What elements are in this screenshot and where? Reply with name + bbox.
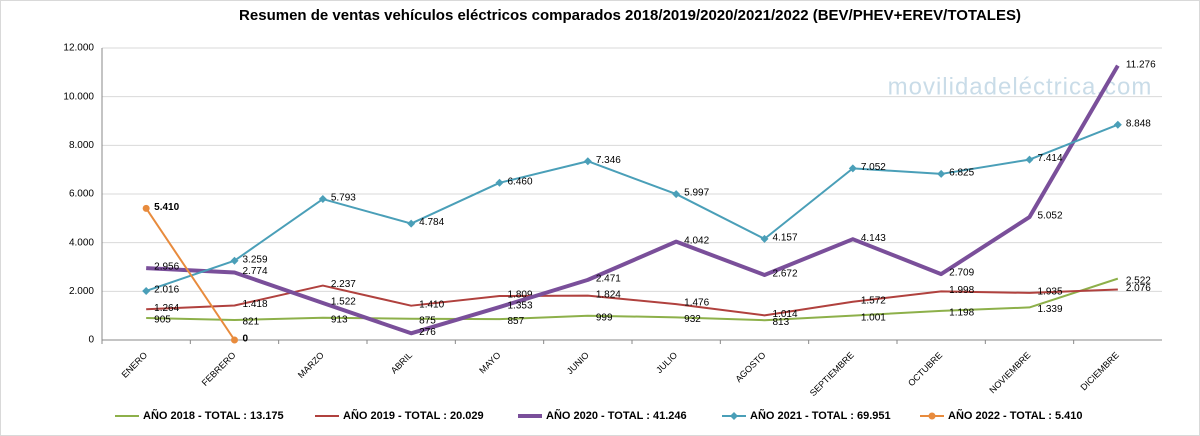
- value-label: 2.672: [773, 269, 798, 280]
- series-line: [145, 207, 236, 341]
- marker: [760, 234, 769, 243]
- value-label: 7.414: [1038, 153, 1063, 164]
- chart-title: Resumen de ventas vehículos eléctricos c…: [239, 7, 1021, 24]
- value-label: 1.824: [596, 289, 621, 300]
- legend-label: AÑO 2020 - TOTAL : 41.246: [546, 409, 687, 422]
- legend-label: AÑO 2019 - TOTAL : 20.029: [343, 409, 484, 422]
- y-tick-label: 10.000: [63, 91, 94, 102]
- value-label: 1.572: [861, 295, 886, 306]
- value-label: 5.793: [331, 193, 356, 204]
- legend-label: AÑO 2021 - TOTAL : 69.951: [750, 409, 891, 422]
- value-label: 8.848: [1126, 118, 1151, 129]
- marker: [142, 204, 150, 212]
- value-label: 1.809: [508, 290, 533, 301]
- value-label: 1.935: [1038, 287, 1063, 298]
- value-label: 5.997: [684, 188, 709, 199]
- legend-label: AÑO 2022 - TOTAL : 5.410: [948, 409, 1083, 422]
- value-label: 6.460: [508, 176, 533, 187]
- value-label: 1.014: [773, 309, 798, 320]
- value-label: 4.784: [419, 217, 444, 228]
- value-label: 905: [154, 315, 171, 326]
- value-label: 932: [684, 314, 701, 325]
- marker: [231, 336, 238, 344]
- value-label: 7.346: [596, 155, 621, 166]
- value-label: 813: [773, 317, 790, 328]
- value-label: 2.237: [331, 279, 356, 290]
- legend-label: AÑO 2018 - TOTAL : 13.175: [143, 409, 284, 422]
- value-label: 4.143: [861, 233, 886, 244]
- value-label: 2.471: [596, 274, 621, 285]
- y-tick-label: 12.000: [63, 43, 94, 54]
- value-label: 4.042: [684, 235, 709, 246]
- series-line: [146, 277, 1119, 322]
- value-label: 276: [419, 327, 436, 338]
- value-label: 1.001: [861, 312, 886, 323]
- value-label: 1.198: [949, 307, 974, 318]
- series-line: [145, 123, 1119, 292]
- value-label: 2.774: [243, 266, 268, 277]
- value-label: 5.410: [154, 202, 179, 213]
- series-line: [146, 64, 1120, 336]
- marker: [937, 169, 946, 178]
- value-label: 2.016: [154, 285, 179, 296]
- value-label: 857: [508, 316, 525, 327]
- marker: [407, 219, 416, 228]
- marker: [230, 256, 239, 265]
- value-label: 1.998: [949, 285, 974, 296]
- legend-marker: [730, 412, 738, 420]
- y-tick-label: 6.000: [69, 189, 94, 200]
- value-label: 999: [596, 312, 613, 323]
- value-label: 1.410: [419, 299, 444, 310]
- legend-marker: [928, 412, 936, 420]
- value-label: 875: [419, 315, 436, 326]
- marker: [318, 195, 327, 204]
- value-label: 0: [243, 334, 249, 345]
- value-label: 6.825: [949, 168, 974, 179]
- y-tick-label: 0: [88, 335, 94, 346]
- value-label: 7.052: [861, 162, 886, 173]
- value-label: 3.259: [243, 254, 268, 265]
- marker: [495, 178, 504, 187]
- value-label: 2.076: [1126, 283, 1151, 294]
- value-label: 1.264: [154, 303, 179, 314]
- value-label: 1.418: [243, 299, 268, 310]
- value-label: 1.339: [1038, 304, 1063, 315]
- y-tick-label: 8.000: [69, 140, 94, 151]
- value-label: 2.522: [1126, 275, 1151, 286]
- value-label: 5.052: [1038, 211, 1063, 222]
- value-label: 821: [243, 317, 260, 328]
- value-label: 4.157: [773, 232, 798, 243]
- marker: [142, 286, 151, 295]
- marker: [1113, 120, 1122, 129]
- y-tick-label: 2.000: [69, 286, 94, 297]
- series-line: [146, 284, 1118, 317]
- value-label: 1.476: [684, 298, 709, 309]
- value-label: 1.522: [331, 297, 356, 308]
- marker: [848, 164, 857, 173]
- value-label: 11.276: [1126, 59, 1156, 70]
- marker: [672, 190, 681, 199]
- value-label: 913: [331, 314, 348, 325]
- marker: [1025, 155, 1034, 164]
- y-tick-label: 4.000: [69, 237, 94, 248]
- marker: [583, 157, 592, 166]
- value-label: 2.709: [949, 268, 974, 279]
- value-label: 1.353: [508, 301, 533, 312]
- value-label: 2.956: [154, 262, 179, 273]
